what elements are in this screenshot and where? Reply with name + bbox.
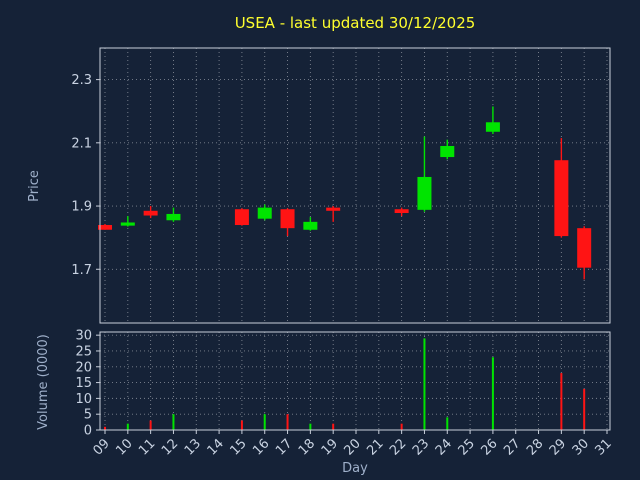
price-tick-label: 2.1 [71, 136, 92, 151]
x-tick-label: 15 [227, 436, 249, 458]
candle-body [280, 209, 295, 229]
volume-tick-label: 0 [84, 424, 92, 439]
candle-body [257, 207, 272, 219]
volume-tick-label: 20 [75, 360, 92, 375]
candle-body [120, 222, 135, 226]
candle-body [485, 122, 500, 132]
x-tick-label: 17 [273, 436, 295, 458]
x-axis-label: Day [342, 461, 368, 476]
x-tick-label: 28 [524, 436, 546, 458]
x-tick-label: 22 [387, 436, 409, 458]
candle-body [303, 221, 318, 230]
volume-tick-label: 15 [75, 376, 92, 391]
price-tick-label: 1.7 [71, 263, 92, 278]
candle-body [577, 228, 592, 268]
x-tick-label: 25 [456, 436, 478, 458]
volume-plot-frame [99, 331, 611, 431]
price-plot-frame [99, 47, 611, 324]
candle-body [234, 209, 249, 226]
chart-title: USEA - last updated 30/12/2025 [235, 14, 476, 32]
x-tick-label: 19 [319, 436, 341, 458]
candle-body [554, 160, 569, 237]
x-tick-label: 31 [593, 436, 615, 458]
x-tick-label: 20 [342, 436, 364, 458]
price-tick-label: 2.3 [71, 73, 92, 88]
x-tick-label: 13 [182, 436, 204, 458]
candle-body [417, 176, 432, 210]
x-tick-label: 10 [113, 436, 135, 458]
volume-tick-label: 5 [84, 408, 92, 423]
x-tick-label: 11 [136, 436, 158, 458]
volume-axis-label: Volume (0000) [36, 334, 51, 430]
x-tick-label: 29 [547, 436, 569, 458]
volume-tick-label: 25 [75, 344, 92, 359]
candle-body [143, 210, 158, 216]
price-axis-label: Price [27, 170, 42, 202]
x-tick-label: 24 [433, 436, 455, 458]
x-tick-label: 30 [570, 436, 592, 458]
candle-body [166, 213, 181, 221]
x-tick-label: 12 [159, 436, 181, 458]
volume-tick-label: 10 [75, 392, 92, 407]
x-tick-label: 27 [501, 436, 523, 458]
candle-body [98, 225, 112, 230]
x-tick-label: 16 [250, 436, 272, 458]
x-tick-label: 23 [410, 436, 432, 458]
price-tick-label: 1.9 [71, 200, 92, 215]
volume-tick-label: 30 [75, 329, 92, 344]
x-tick-label: 21 [364, 436, 386, 458]
candle-body [440, 145, 455, 158]
x-tick-label: 14 [205, 436, 227, 458]
x-tick-label: 26 [478, 436, 500, 458]
candle-body [394, 209, 409, 213]
candle-body [326, 207, 341, 211]
x-tick-label: 09 [91, 436, 113, 458]
x-tick-label: 18 [296, 436, 318, 458]
